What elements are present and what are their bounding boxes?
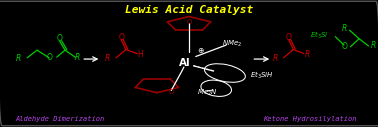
Text: O: O [186, 19, 192, 25]
Text: R: R [75, 53, 80, 62]
Text: R: R [273, 54, 278, 63]
Text: O: O [286, 33, 292, 42]
Text: $Me_2N$: $Me_2N$ [197, 88, 217, 98]
Text: R: R [304, 50, 310, 59]
Text: $Et_3SiH$: $Et_3SiH$ [249, 70, 274, 81]
Text: O: O [57, 34, 63, 43]
Text: Al: Al [179, 58, 190, 68]
Text: $Et_3Si$: $Et_3Si$ [310, 30, 329, 41]
Text: Aldehyde Dimerization: Aldehyde Dimerization [16, 116, 105, 122]
Text: $NMe_2$: $NMe_2$ [222, 39, 243, 49]
Text: Lewis Acid Catalyst: Lewis Acid Catalyst [125, 5, 253, 15]
Text: ⊕: ⊕ [197, 46, 203, 55]
Text: H: H [137, 50, 143, 59]
Text: O: O [169, 89, 174, 95]
Text: O: O [118, 33, 124, 42]
Text: R: R [370, 41, 376, 50]
Text: Ketone Hydrosilylation: Ketone Hydrosilylation [263, 116, 357, 122]
Text: R: R [16, 54, 22, 63]
Text: R: R [341, 25, 347, 33]
Text: O: O [47, 53, 53, 62]
Text: O: O [342, 42, 348, 51]
Text: R: R [105, 54, 110, 63]
